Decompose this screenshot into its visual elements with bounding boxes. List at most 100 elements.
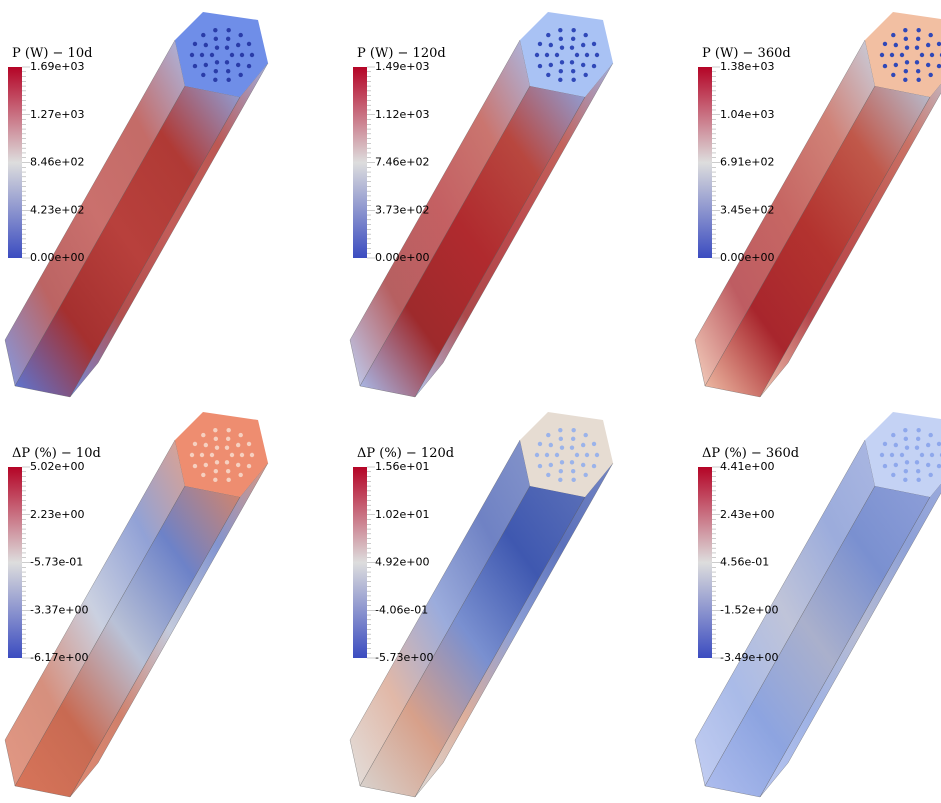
pin	[936, 63, 941, 69]
pin	[199, 452, 205, 458]
pin	[548, 462, 554, 468]
pin	[554, 52, 560, 58]
pin	[925, 462, 931, 468]
pin	[903, 436, 909, 442]
pin	[569, 460, 575, 465]
pin	[574, 52, 580, 58]
colorbar	[698, 67, 712, 258]
colorbar-tick-label: 0.00e+00	[30, 251, 84, 264]
pin	[214, 60, 220, 65]
pin	[235, 462, 241, 468]
pin	[915, 68, 921, 74]
pin	[192, 441, 198, 447]
colorbar-tick-label: 3.45e+02	[720, 203, 774, 216]
pin	[569, 45, 575, 50]
pin	[569, 445, 575, 450]
pin	[203, 462, 209, 468]
colorbar-tick-label: 1.69e+03	[30, 60, 84, 73]
colorbar-tick-label: 1.27e+03	[30, 108, 84, 121]
pin	[571, 427, 576, 433]
pin	[213, 77, 218, 83]
pin	[246, 463, 252, 469]
pin	[915, 468, 921, 474]
pin	[583, 472, 588, 478]
pin	[558, 77, 563, 83]
pin	[583, 72, 588, 78]
pin	[594, 452, 600, 458]
pin	[903, 68, 909, 74]
colorbar-tick-label: 1.12e+03	[375, 108, 429, 121]
colorbar-title: P (W) − 360d	[702, 46, 791, 61]
colorbar-tick-label: -5.73e+00	[375, 651, 433, 664]
pin	[209, 52, 215, 58]
pin	[554, 452, 560, 458]
pin	[891, 32, 896, 38]
pin	[893, 442, 899, 448]
prism-top	[175, 412, 268, 497]
pin	[580, 62, 586, 68]
pin	[203, 62, 209, 68]
pin	[583, 432, 588, 438]
pin	[239, 52, 245, 58]
pin	[914, 445, 920, 450]
pin	[225, 68, 231, 74]
pin	[571, 27, 576, 33]
pin	[229, 452, 235, 458]
colorbar-tick-label: 6.91e+02	[720, 156, 774, 169]
pin	[591, 441, 597, 447]
pin	[558, 36, 564, 42]
pin	[192, 63, 198, 69]
pin	[201, 72, 206, 78]
colorbar-tick-label: 4.92e+00	[375, 556, 429, 569]
pin	[591, 63, 597, 69]
pin	[928, 432, 933, 438]
pin	[548, 42, 554, 48]
pin	[238, 472, 243, 478]
pin	[882, 441, 888, 447]
pin	[916, 427, 921, 433]
pin	[558, 477, 563, 483]
pin	[209, 452, 215, 458]
pin	[889, 52, 895, 58]
pin	[571, 77, 576, 83]
pin	[546, 432, 551, 438]
pin	[224, 45, 230, 50]
pin	[584, 52, 590, 58]
colorbar-tick-label: -4.06e-01	[375, 603, 428, 616]
colorbar-tick-label: 7.46e+02	[375, 156, 429, 169]
pin	[580, 442, 586, 448]
colorbar-title: ΔP (%) − 10d	[12, 446, 101, 461]
pin	[235, 42, 241, 48]
pin	[546, 472, 551, 478]
colorbar-tick-label: 2.23e+00	[30, 508, 84, 521]
colorbar-title: P (W) − 120d	[357, 46, 446, 61]
pin	[899, 52, 905, 58]
pin	[558, 436, 564, 442]
pin	[548, 442, 554, 448]
pin	[224, 60, 230, 65]
pin	[238, 72, 243, 78]
prism-top	[520, 12, 613, 97]
pin	[214, 460, 220, 465]
pin	[226, 77, 231, 83]
colorbar-tick-label: 3.73e+02	[375, 203, 429, 216]
pin	[192, 463, 198, 469]
pin	[891, 432, 896, 438]
pin	[903, 27, 908, 33]
pin	[201, 32, 206, 38]
colorbar	[8, 467, 22, 658]
pin	[249, 52, 255, 58]
pin	[201, 432, 206, 438]
pin	[537, 41, 543, 47]
pin	[238, 32, 243, 38]
pin	[882, 63, 888, 69]
pin	[936, 441, 941, 447]
pin	[936, 41, 941, 47]
pin	[919, 452, 925, 458]
colorbar	[353, 467, 367, 658]
pin	[574, 452, 580, 458]
pin	[882, 41, 888, 47]
pin	[213, 27, 218, 33]
